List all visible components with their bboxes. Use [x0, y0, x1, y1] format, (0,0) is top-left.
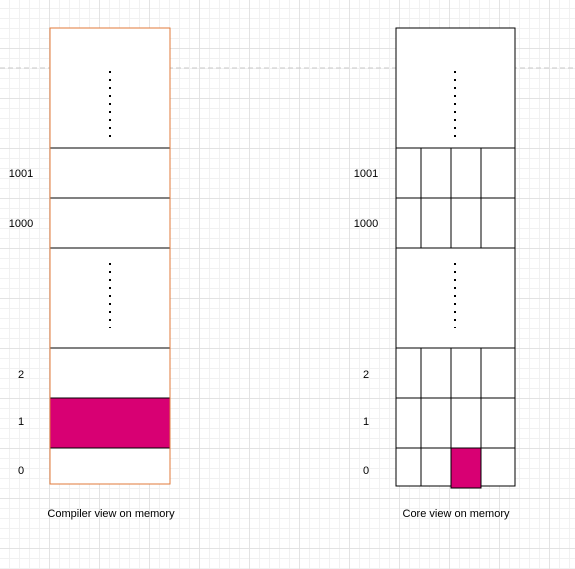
core-label-1000: 1000	[354, 218, 378, 230]
compiler-label-2: 2	[18, 369, 24, 381]
compiler-label-0: 0	[18, 465, 24, 477]
core-address-1001	[395, 147, 516, 199]
core-label-0: 0	[363, 465, 369, 477]
compiler-address-2	[49, 347, 171, 399]
compiler-address-1001	[49, 147, 171, 199]
compiler-address-1-highlight	[49, 397, 171, 449]
compiler-view	[49, 27, 171, 485]
core-address-1	[395, 397, 516, 449]
compiler-outline	[49, 27, 171, 485]
compiler-address-0	[49, 447, 171, 485]
core-address-1000	[395, 197, 516, 249]
core-address-2	[395, 347, 516, 399]
core-label-1001: 1001	[354, 168, 378, 180]
core-label-2: 2	[363, 369, 369, 381]
compiler-label-1000: 1000	[9, 218, 33, 230]
core-highlighted-byte	[450, 447, 482, 489]
core-caption: Core view on memory	[403, 508, 510, 520]
core-label-1: 1	[363, 416, 369, 428]
compiler-label-1001: 1001	[9, 168, 33, 180]
compiler-address-1000	[49, 197, 171, 249]
compiler-label-1: 1	[18, 416, 24, 428]
core-view	[395, 27, 516, 489]
compiler-caption: Compiler view on memory	[47, 508, 175, 520]
